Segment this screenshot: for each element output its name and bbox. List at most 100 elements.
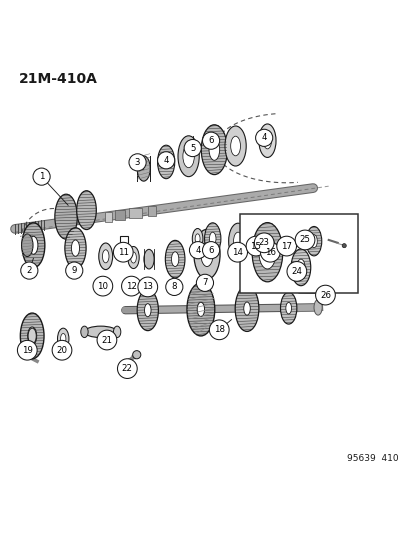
Ellipse shape (233, 232, 242, 250)
Ellipse shape (279, 228, 287, 246)
Ellipse shape (20, 313, 44, 359)
Ellipse shape (183, 145, 194, 168)
Text: 24: 24 (291, 267, 301, 276)
Ellipse shape (313, 300, 321, 315)
Circle shape (66, 262, 83, 279)
Ellipse shape (201, 125, 227, 175)
Ellipse shape (137, 290, 158, 330)
Circle shape (294, 230, 314, 250)
Ellipse shape (310, 235, 316, 248)
Circle shape (121, 276, 141, 296)
Text: 8: 8 (171, 282, 177, 292)
Ellipse shape (263, 133, 271, 149)
Circle shape (227, 243, 247, 262)
Circle shape (184, 140, 201, 157)
Ellipse shape (258, 124, 275, 157)
Ellipse shape (171, 252, 178, 266)
Text: 12: 12 (126, 281, 137, 290)
Circle shape (286, 262, 306, 281)
Ellipse shape (248, 224, 261, 250)
Ellipse shape (21, 234, 33, 256)
Ellipse shape (209, 139, 219, 160)
Circle shape (315, 285, 335, 305)
Circle shape (342, 244, 345, 248)
Ellipse shape (137, 156, 150, 181)
Ellipse shape (224, 126, 246, 166)
Circle shape (260, 243, 280, 262)
Ellipse shape (243, 302, 250, 315)
Ellipse shape (235, 286, 258, 332)
Text: 4: 4 (163, 156, 169, 165)
Ellipse shape (113, 326, 121, 337)
Text: 2: 2 (26, 266, 32, 275)
Ellipse shape (81, 326, 88, 337)
Ellipse shape (57, 328, 69, 350)
Circle shape (132, 351, 140, 359)
FancyBboxPatch shape (147, 206, 156, 216)
Text: 4: 4 (261, 133, 266, 142)
Ellipse shape (71, 240, 79, 256)
Ellipse shape (157, 145, 174, 179)
Text: 18: 18 (213, 325, 224, 334)
Circle shape (189, 241, 206, 259)
Ellipse shape (252, 231, 257, 243)
Text: 95639  410: 95639 410 (347, 454, 398, 463)
Ellipse shape (165, 240, 185, 278)
Text: 22: 22 (121, 364, 133, 373)
Ellipse shape (290, 249, 310, 286)
Ellipse shape (55, 194, 77, 239)
Text: 9: 9 (71, 266, 77, 275)
Circle shape (138, 277, 157, 297)
Text: 13: 13 (142, 282, 153, 292)
Ellipse shape (285, 302, 291, 314)
Ellipse shape (209, 232, 216, 245)
Text: 3: 3 (135, 158, 140, 167)
Ellipse shape (193, 229, 220, 279)
Text: 25: 25 (299, 236, 310, 245)
Circle shape (33, 168, 50, 185)
Ellipse shape (204, 223, 221, 255)
Ellipse shape (230, 136, 240, 156)
Ellipse shape (187, 283, 214, 336)
Text: 20: 20 (56, 346, 67, 355)
Circle shape (93, 276, 112, 296)
Text: 19: 19 (22, 346, 33, 355)
Text: 16: 16 (264, 248, 275, 257)
Text: 26: 26 (319, 290, 330, 300)
Circle shape (254, 233, 273, 253)
Circle shape (276, 236, 296, 256)
Ellipse shape (178, 136, 199, 176)
Ellipse shape (28, 328, 36, 344)
Text: 21M-410A: 21M-410A (19, 72, 98, 86)
Circle shape (202, 132, 219, 149)
Circle shape (129, 154, 146, 171)
Text: 14: 14 (232, 248, 242, 257)
FancyBboxPatch shape (119, 236, 128, 254)
Ellipse shape (84, 326, 117, 337)
Circle shape (202, 241, 219, 259)
Ellipse shape (29, 236, 38, 254)
Text: 7: 7 (202, 278, 207, 287)
Ellipse shape (296, 259, 304, 276)
Circle shape (196, 274, 213, 292)
Ellipse shape (195, 234, 199, 244)
Ellipse shape (28, 327, 37, 345)
Circle shape (209, 320, 228, 340)
Ellipse shape (144, 249, 154, 269)
Circle shape (97, 330, 116, 350)
Ellipse shape (258, 236, 275, 269)
Ellipse shape (128, 246, 139, 269)
Circle shape (246, 236, 265, 256)
Ellipse shape (65, 228, 86, 269)
Ellipse shape (60, 334, 66, 344)
Ellipse shape (262, 231, 273, 253)
Ellipse shape (200, 242, 213, 266)
Text: 10: 10 (97, 281, 108, 290)
Text: 6: 6 (208, 136, 214, 145)
Ellipse shape (197, 302, 204, 317)
Text: 1: 1 (39, 172, 44, 181)
Text: 4: 4 (195, 246, 200, 255)
Text: 21: 21 (101, 335, 112, 344)
Ellipse shape (144, 304, 151, 317)
Ellipse shape (22, 223, 45, 268)
